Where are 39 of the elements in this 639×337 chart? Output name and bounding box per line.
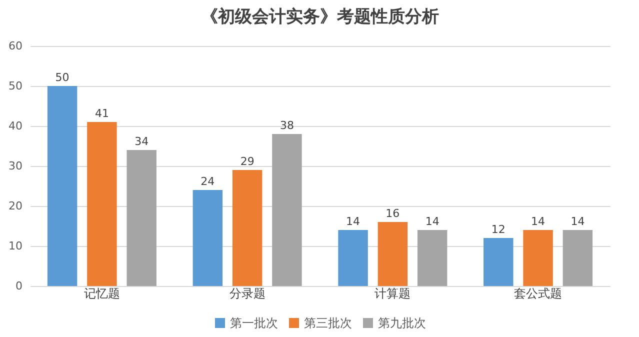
- data-label: 24: [200, 175, 215, 188]
- chart-title: 《初级会计实务》考题性质分析: [201, 7, 439, 27]
- bar: [126, 150, 156, 286]
- bar: [272, 134, 302, 286]
- y-tick-label: 30: [8, 160, 22, 172]
- legend-label: 第九批次: [378, 316, 426, 330]
- legend-label: 第三批次: [304, 316, 352, 330]
- bar: [192, 190, 223, 286]
- data-label: 34: [134, 135, 149, 148]
- data-label: 12: [491, 223, 506, 236]
- y-tick-label: 0: [16, 280, 22, 292]
- bar: [47, 86, 78, 286]
- bar: [378, 222, 408, 286]
- y-tick-label: 10: [8, 240, 22, 252]
- y-tick-label: 60: [8, 40, 22, 52]
- bar: [562, 230, 593, 286]
- data-label: 14: [425, 215, 440, 228]
- bar: [232, 170, 262, 286]
- data-label: 16: [386, 207, 400, 220]
- bar: [417, 230, 448, 286]
- data-label: 50: [55, 71, 70, 84]
- data-label: 14: [346, 215, 360, 228]
- bar: [338, 230, 368, 286]
- x-tick-label: 套公式题: [514, 286, 562, 300]
- bar: [523, 230, 553, 286]
- bar: [87, 122, 117, 286]
- data-label: 14: [570, 215, 585, 228]
- y-tick-label: 40: [8, 120, 22, 132]
- data-label: 14: [531, 215, 546, 228]
- bar: [484, 238, 514, 286]
- y-tick-label: 20: [8, 200, 22, 212]
- x-tick-label: 计算题: [374, 286, 411, 300]
- x-tick-label: 分录题: [229, 286, 266, 300]
- data-label: 29: [240, 155, 254, 168]
- data-label: 41: [94, 107, 109, 120]
- y-tick-label: 50: [8, 80, 22, 92]
- x-tick-label: 记忆题: [84, 286, 120, 300]
- legend-label: 第一批次: [230, 316, 278, 330]
- data-label: 38: [280, 119, 294, 132]
